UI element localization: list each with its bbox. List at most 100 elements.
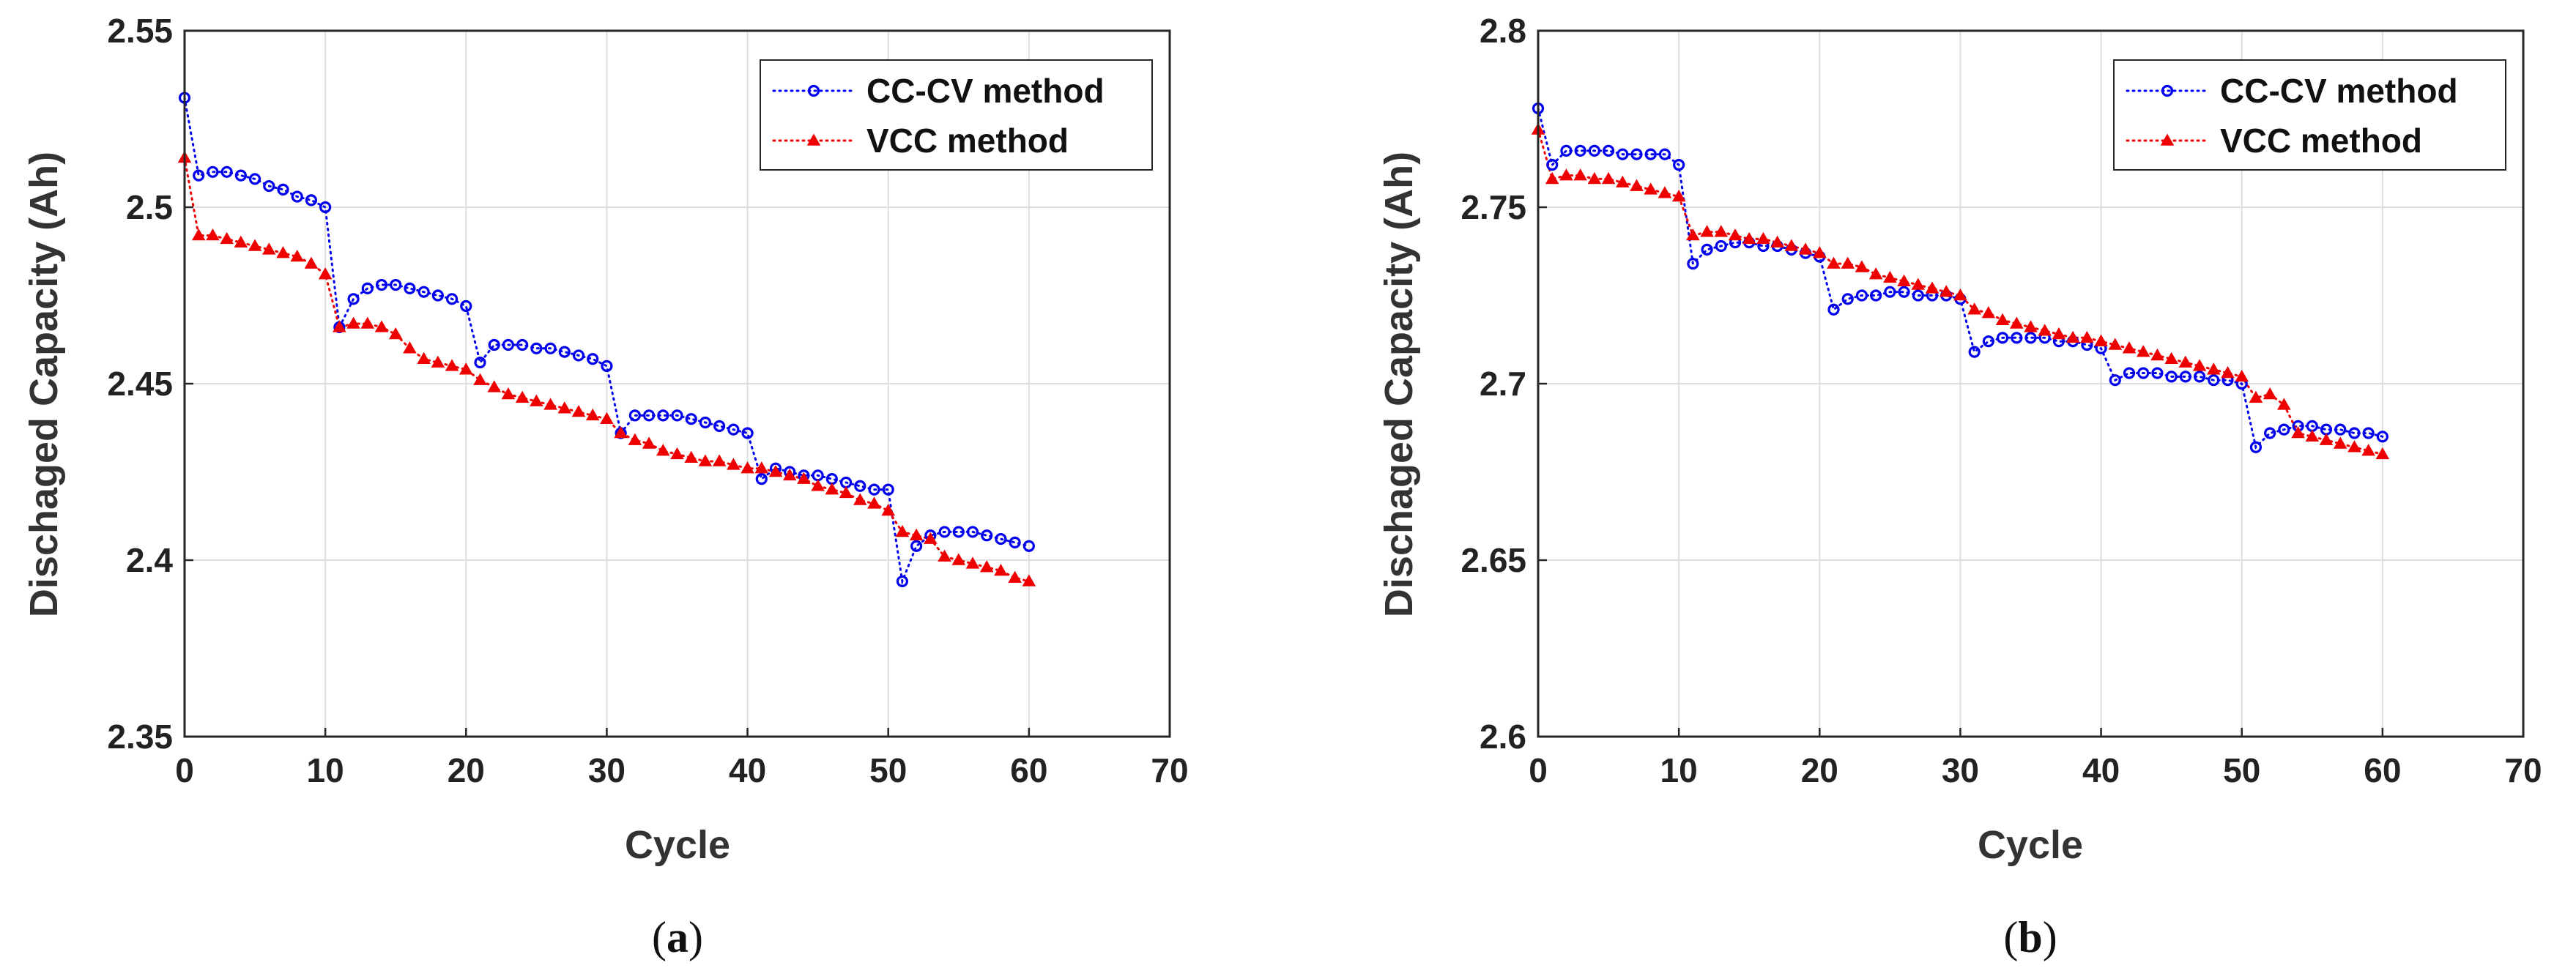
data-point-vcc: [2305, 429, 2320, 442]
data-point-ccv: [685, 413, 697, 425]
data-point-vcc: [740, 461, 754, 474]
data-point-vcc: [261, 242, 276, 255]
x-tick-label: 30: [1942, 751, 1979, 789]
data-point-ccv: [347, 293, 360, 305]
data-point-ccv: [1022, 540, 1035, 552]
data-point-vcc: [2192, 359, 2207, 371]
data-point-vcc: [530, 394, 543, 406]
x-tick-label: 40: [729, 751, 766, 789]
legend-markers-a: [772, 84, 855, 146]
y-tick-label: 2.65: [1460, 541, 1526, 579]
data-point-ccv: [2137, 367, 2150, 379]
data-point-vcc: [727, 458, 740, 470]
data-point-vcc: [501, 387, 516, 400]
data-point-ccv: [375, 278, 388, 291]
data-point-vcc: [924, 532, 938, 544]
data-point-vcc: [825, 483, 839, 495]
data-point-ccv: [713, 420, 726, 432]
data-point-vcc: [333, 320, 346, 332]
data-point-ccv: [2193, 371, 2206, 383]
y-tick-label: 2.45: [107, 365, 173, 403]
data-point-vcc: [2235, 369, 2249, 382]
data-point-ccv: [868, 483, 880, 496]
data-point-ccv: [234, 169, 247, 182]
data-point-vcc: [1008, 570, 1022, 583]
data-point-vcc: [360, 316, 375, 329]
data-point-vcc: [445, 359, 459, 371]
data-point-ccv: [572, 349, 585, 362]
data-point-vcc: [642, 436, 656, 449]
x-tick-label: 30: [588, 751, 626, 789]
data-point-vcc: [2347, 440, 2361, 453]
data-point-vcc: [1644, 182, 1658, 195]
data-point-ccv: [319, 201, 332, 214]
data-point-ccv: [2334, 423, 2347, 436]
series-markers-a: [177, 92, 1036, 588]
data-point-ccv: [220, 165, 233, 178]
data-point-vcc: [431, 355, 445, 368]
legend-marker-vcc: [2160, 133, 2175, 146]
data-point-vcc: [248, 239, 262, 251]
data-point-vcc: [1939, 285, 1953, 297]
data-point-ccv: [981, 529, 993, 542]
data-point-ccv: [361, 282, 374, 294]
data-point-ccv: [952, 526, 965, 538]
y-tick-label: 2.75: [1460, 188, 1526, 226]
y-tick-label: 2.4: [126, 541, 173, 579]
data-point-ccv: [1560, 144, 1573, 157]
data-point-vcc: [290, 249, 305, 262]
y-axis-label-b: Dischaged Capacity (Ah): [1377, 152, 1421, 617]
data-point-vcc: [1615, 175, 1630, 188]
data-point-ccv: [1855, 289, 1868, 302]
x-tick-label: 50: [869, 751, 907, 789]
data-point-ccv: [910, 540, 923, 552]
data-point-ccv: [1009, 536, 1021, 549]
data-point-vcc: [1868, 267, 1883, 280]
data-point-ccv: [1687, 258, 1699, 270]
data-point-vcc: [1742, 231, 1756, 245]
data-point-vcc: [557, 401, 572, 414]
data-point-ccv: [207, 165, 219, 178]
data-point-vcc: [191, 228, 206, 241]
data-point-ccv: [2278, 423, 2290, 436]
legend-label-vcc-a: VCC method: [866, 122, 1069, 160]
data-point-vcc: [1855, 260, 1869, 272]
data-point-ccv: [474, 356, 486, 369]
data-point-ccv: [1968, 346, 1981, 358]
data-point-vcc: [2038, 324, 2052, 336]
data-point-vcc: [2150, 348, 2164, 361]
data-point-vcc: [2094, 334, 2108, 346]
y-tick-labels-a: 2.35 2.4 2.45 2.5 2.55: [107, 12, 173, 756]
x-tick-labels-b: 0 10 20 30 40 50 60 70: [1529, 751, 2542, 789]
data-point-ccv: [1644, 148, 1657, 160]
x-tick-label: 20: [1801, 751, 1838, 789]
data-point-ccv: [263, 179, 275, 193]
data-point-vcc: [1630, 179, 1644, 191]
data-point-ccv: [1870, 289, 1882, 302]
data-point-ccv: [727, 423, 740, 436]
data-point-vcc: [1883, 270, 1897, 283]
data-point-vcc: [473, 373, 487, 385]
data-point-ccv: [854, 480, 866, 492]
data-point-ccv: [305, 194, 318, 206]
data-point-vcc: [388, 327, 403, 340]
series-line-ccv: [183, 97, 1031, 586]
data-point-vcc: [2375, 447, 2390, 460]
data-point-vcc: [459, 362, 473, 375]
data-point-vcc: [234, 235, 248, 247]
legend-markers-b: [2126, 84, 2209, 146]
data-point-ccv: [2179, 371, 2191, 383]
legend-box-a: [760, 59, 1153, 171]
data-point-vcc: [1827, 256, 1841, 269]
data-point-ccv: [530, 342, 543, 354]
data-point-ccv: [1701, 243, 1713, 256]
data-point-vcc: [1995, 313, 2010, 325]
data-point-vcc: [867, 496, 881, 509]
x-tick-labels-a: 0 10 20 30 40 50 60 70: [175, 751, 1188, 789]
data-point-vcc: [1756, 231, 1770, 245]
data-point-vcc: [2108, 338, 2123, 350]
series-markers-b: [1531, 102, 2390, 460]
data-point-vcc: [374, 320, 389, 332]
data-point-ccv: [601, 360, 613, 372]
data-point-vcc: [220, 231, 234, 245]
